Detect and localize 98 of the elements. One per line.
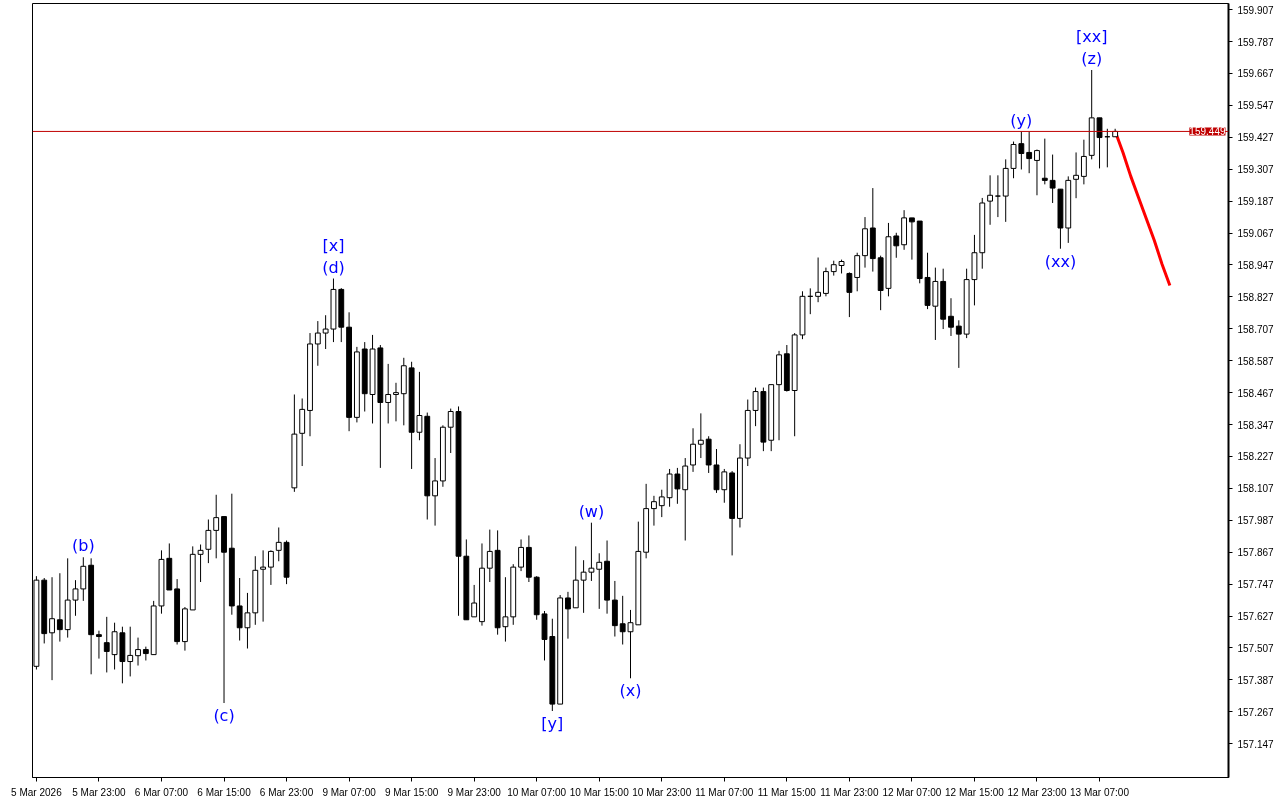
candlestick xyxy=(486,529,493,583)
candlestick xyxy=(682,457,689,542)
y-tick-label: 157.267 xyxy=(1237,706,1275,718)
y-tick-label: 158.227 xyxy=(1237,451,1275,463)
candlestick xyxy=(299,397,306,467)
x-tick-label: 5 Mar 2026 xyxy=(11,786,63,798)
candlestick xyxy=(72,579,79,617)
candlestick xyxy=(432,457,438,527)
y-tick-label: 159.787 xyxy=(1237,36,1275,48)
y-tick-label: 159.067 xyxy=(1237,228,1275,240)
candlestick xyxy=(1034,149,1040,196)
text: (b) xyxy=(71,536,95,556)
candlestick xyxy=(385,363,392,424)
x-tick-label: 10 Mar 07:00 xyxy=(507,786,567,798)
text: (w) xyxy=(578,501,605,521)
candlestick xyxy=(651,495,657,527)
y-tick-label: 157.867 xyxy=(1237,547,1275,559)
candlestick xyxy=(393,382,399,422)
candlestick xyxy=(322,314,329,350)
y-tick-label: 157.747 xyxy=(1237,579,1275,591)
x-tick-label: 6 Mar 15:00 xyxy=(197,786,252,798)
candlestick xyxy=(260,549,267,623)
candlestick xyxy=(135,637,141,667)
candlestick xyxy=(658,489,665,518)
text: (y) xyxy=(1010,110,1033,130)
x-tick-label: 11 Mar 23:00 xyxy=(820,786,879,798)
y-tick-label: 159.547 xyxy=(1237,100,1275,112)
candlestick xyxy=(49,576,55,681)
y-tick-label: 159.907 xyxy=(1237,4,1275,16)
candlestick xyxy=(948,297,954,337)
candlestick xyxy=(471,584,478,618)
text: (x) xyxy=(619,681,642,701)
x-tick-label: 10 Mar 15:00 xyxy=(569,786,630,798)
candlestick xyxy=(314,320,321,367)
x-tick-label: 10 Mar 23:00 xyxy=(632,786,692,798)
candlestick xyxy=(580,559,587,614)
candlestick xyxy=(908,217,915,261)
text: (c) xyxy=(213,706,235,726)
y-tick-label: 158.107 xyxy=(1237,483,1275,495)
text: (xx) xyxy=(1044,251,1077,271)
candlestick xyxy=(697,412,704,459)
candlestick xyxy=(1080,139,1087,185)
candlestick xyxy=(268,549,274,586)
candlestick xyxy=(213,494,220,559)
y-tick-label: 158.827 xyxy=(1237,291,1275,303)
candlestick xyxy=(987,174,994,226)
y-tick-label: 157.387 xyxy=(1237,674,1275,686)
y-tick-label: 159.667 xyxy=(1237,68,1275,80)
y-tick-label: 158.947 xyxy=(1237,259,1275,271)
y-tick-label: 158.347 xyxy=(1237,419,1275,431)
x-tick-label: 9 Mar 15:00 xyxy=(384,786,439,798)
candlestick xyxy=(1041,138,1048,185)
text: [x] (d) xyxy=(322,235,345,277)
x-tick-label: 9 Mar 07:00 xyxy=(322,786,377,798)
candlestick xyxy=(815,257,822,303)
candlestick xyxy=(1026,131,1033,174)
candlestick xyxy=(588,522,595,582)
y-tick-label: 158.587 xyxy=(1237,355,1275,367)
x-tick-label: 6 Mar 07:00 xyxy=(134,786,189,798)
candlestick xyxy=(518,538,524,572)
candlestick xyxy=(690,427,696,473)
candlestick xyxy=(846,271,853,318)
y-tick-label: 157.147 xyxy=(1237,738,1275,750)
y-tick-label: 157.987 xyxy=(1237,515,1275,527)
candlestick xyxy=(596,552,603,610)
candlestick xyxy=(854,252,861,292)
ref-line-label: 159.449 xyxy=(1189,126,1226,138)
y-tick-label: 158.467 xyxy=(1237,387,1275,399)
candlestick xyxy=(1073,151,1079,199)
text: [y] xyxy=(541,714,564,734)
candlestick xyxy=(96,630,102,660)
x-tick-label: 12 Mar 07:00 xyxy=(882,786,942,798)
y-tick-label: 159.307 xyxy=(1237,164,1275,176)
text: [xx] (z) xyxy=(1075,27,1108,68)
y-tick-label: 158.707 xyxy=(1237,323,1275,335)
x-tick-label: 13 Mar 07:00 xyxy=(1070,786,1130,798)
y-tick-label: 157.507 xyxy=(1237,642,1275,654)
x-tick-label: 12 Mar 23:00 xyxy=(1007,786,1067,798)
x-tick-label: 5 Mar 23:00 xyxy=(72,786,127,798)
y-tick-label: 159.187 xyxy=(1237,196,1275,208)
y-tick-label: 159.427 xyxy=(1237,132,1275,144)
candlestick xyxy=(205,519,212,564)
candlestick xyxy=(955,319,962,369)
x-tick-label: 11 Mar 15:00 xyxy=(757,786,817,798)
candlestick xyxy=(103,616,110,673)
x-tick-label: 12 Mar 15:00 xyxy=(944,786,1005,798)
y-tick-label: 157.627 xyxy=(1237,611,1275,623)
candlestick xyxy=(565,591,571,640)
candlestick xyxy=(823,267,829,297)
x-tick-label: 11 Mar 07:00 xyxy=(695,786,754,798)
candlestick xyxy=(197,544,204,583)
candlestick xyxy=(127,626,134,677)
candlestick xyxy=(80,556,87,602)
x-tick-label: 9 Mar 23:00 xyxy=(447,786,502,798)
candlestick xyxy=(56,572,63,643)
x-tick-label: 6 Mar 23:00 xyxy=(259,786,314,798)
candlestick xyxy=(1049,154,1056,204)
candlestick xyxy=(994,174,1001,218)
